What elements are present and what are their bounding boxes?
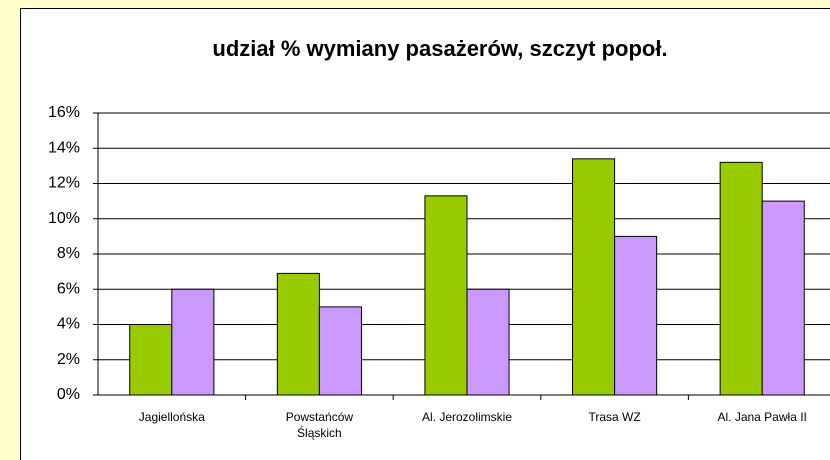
bar <box>276 272 320 396</box>
x-tick-label: Al. Jerozolimskie <box>421 410 513 424</box>
chart-title: udział % wymiany pasażerów, szczyt popoł… <box>212 36 667 61</box>
bar <box>614 235 658 396</box>
y-tick-label: 8% <box>57 245 80 262</box>
bar <box>171 288 215 396</box>
y-tick-label: 6% <box>57 280 80 297</box>
bar <box>719 161 763 396</box>
bar <box>129 324 173 396</box>
bar <box>318 306 362 396</box>
y-tick-label: 2% <box>57 351 80 368</box>
x-tick-label: Al. Jana Pawła II <box>717 410 807 424</box>
y-tick-label: 10% <box>48 210 80 227</box>
bar <box>761 200 805 396</box>
bar <box>424 195 468 396</box>
y-tick-label: 14% <box>48 139 80 156</box>
y-tick-label: 4% <box>57 316 80 333</box>
x-tick-label: Trasa WZ <box>588 410 641 424</box>
y-tick-label: 12% <box>48 175 80 192</box>
y-tick-label: 0% <box>57 386 80 403</box>
bar <box>466 288 510 396</box>
x-tick-label: Powstańców Śląskich <box>285 410 354 440</box>
bar <box>572 158 616 396</box>
x-tick-label: Jagiellońska <box>138 410 205 424</box>
y-tick-label: 16% <box>48 104 80 121</box>
